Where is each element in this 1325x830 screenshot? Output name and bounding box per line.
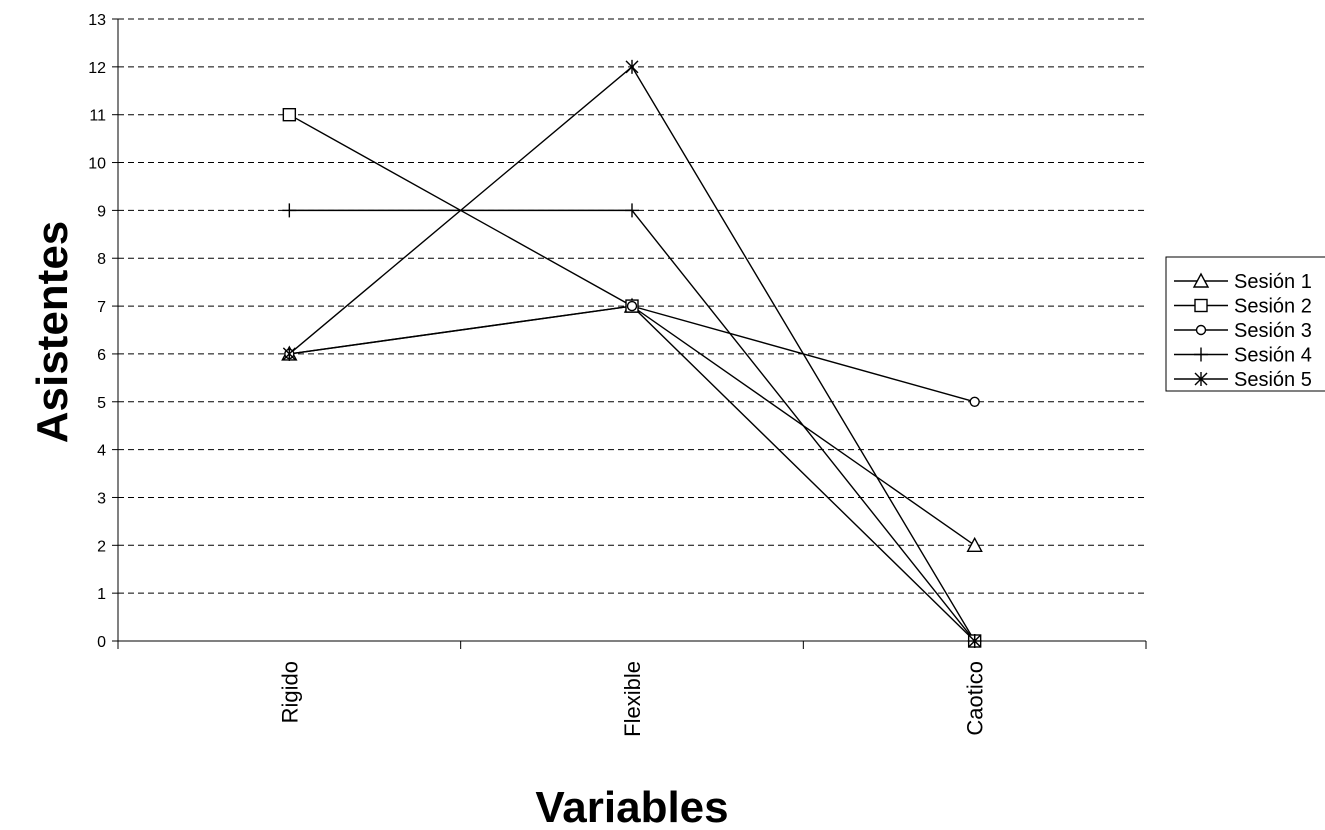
series-markers xyxy=(281,59,983,648)
y-tick-label: 0 xyxy=(97,634,106,651)
y-tick-label: 8 xyxy=(97,251,106,268)
series-line-4 xyxy=(289,209,976,642)
legend-label: Sesión 2 xyxy=(1234,296,1312,318)
x-tick-label: Flexible xyxy=(620,661,645,737)
y-tick-label: 11 xyxy=(89,108,106,125)
axes xyxy=(112,18,1147,649)
y-tick-label: 4 xyxy=(97,443,106,460)
y-tick-label: 5 xyxy=(97,395,106,412)
y-tick-label: 6 xyxy=(97,347,106,364)
square-marker xyxy=(1194,298,1208,313)
circle-marker xyxy=(969,396,980,407)
y-tick-label: 13 xyxy=(88,12,106,29)
legend-marker xyxy=(1194,298,1208,313)
data-point xyxy=(282,346,296,361)
legend-marker xyxy=(1194,372,1208,386)
y-tick-label: 3 xyxy=(97,490,106,507)
data-point xyxy=(966,536,983,553)
legend-label: Sesión 5 xyxy=(1234,369,1312,391)
triangle-marker xyxy=(1192,272,1210,288)
x-axis-title: Variables xyxy=(535,783,728,830)
y-tick-label: 10 xyxy=(88,156,106,173)
y-tick-label: 7 xyxy=(97,299,106,316)
data-point xyxy=(969,396,980,407)
legend-item: Sesión 5 xyxy=(1174,369,1312,391)
legend-box xyxy=(1165,256,1325,392)
legend-item: Sesión 2 xyxy=(1174,296,1312,318)
legend-item: Sesión 4 xyxy=(1174,345,1312,367)
series-line-1 xyxy=(289,305,976,546)
y-tick-label: 9 xyxy=(97,203,106,220)
circle-marker xyxy=(1195,324,1207,336)
triangle-marker xyxy=(966,536,983,553)
legend-item: Sesión 1 xyxy=(1174,271,1312,293)
x-tick-labels: Rigido Flexible Caotico xyxy=(277,661,987,737)
data-point xyxy=(625,203,639,218)
legend-label: Sesión 4 xyxy=(1234,345,1312,367)
data-point xyxy=(282,107,297,122)
legend-label: Sesión 3 xyxy=(1234,320,1312,342)
data-point xyxy=(968,634,982,648)
circle-marker xyxy=(626,300,638,312)
series-line-2 xyxy=(288,114,976,642)
legend-label: Sesión 1 xyxy=(1234,271,1312,293)
legend-marker xyxy=(1192,272,1210,288)
x-tick-label: Caotico xyxy=(963,661,988,736)
legend-marker xyxy=(1194,347,1208,362)
legend-marker xyxy=(1195,324,1207,336)
data-point xyxy=(282,203,297,218)
data-point xyxy=(625,59,639,74)
square-marker xyxy=(282,107,297,122)
y-axis-title: Asistentes xyxy=(28,221,77,444)
legend-item: Sesión 3 xyxy=(1174,320,1312,342)
y-tick-label: 2 xyxy=(97,538,106,555)
y-tick-label: 1 xyxy=(97,586,106,603)
x-tick-label: Rigido xyxy=(277,661,302,723)
y-tick-label: 12 xyxy=(88,60,106,77)
data-point xyxy=(626,300,638,312)
